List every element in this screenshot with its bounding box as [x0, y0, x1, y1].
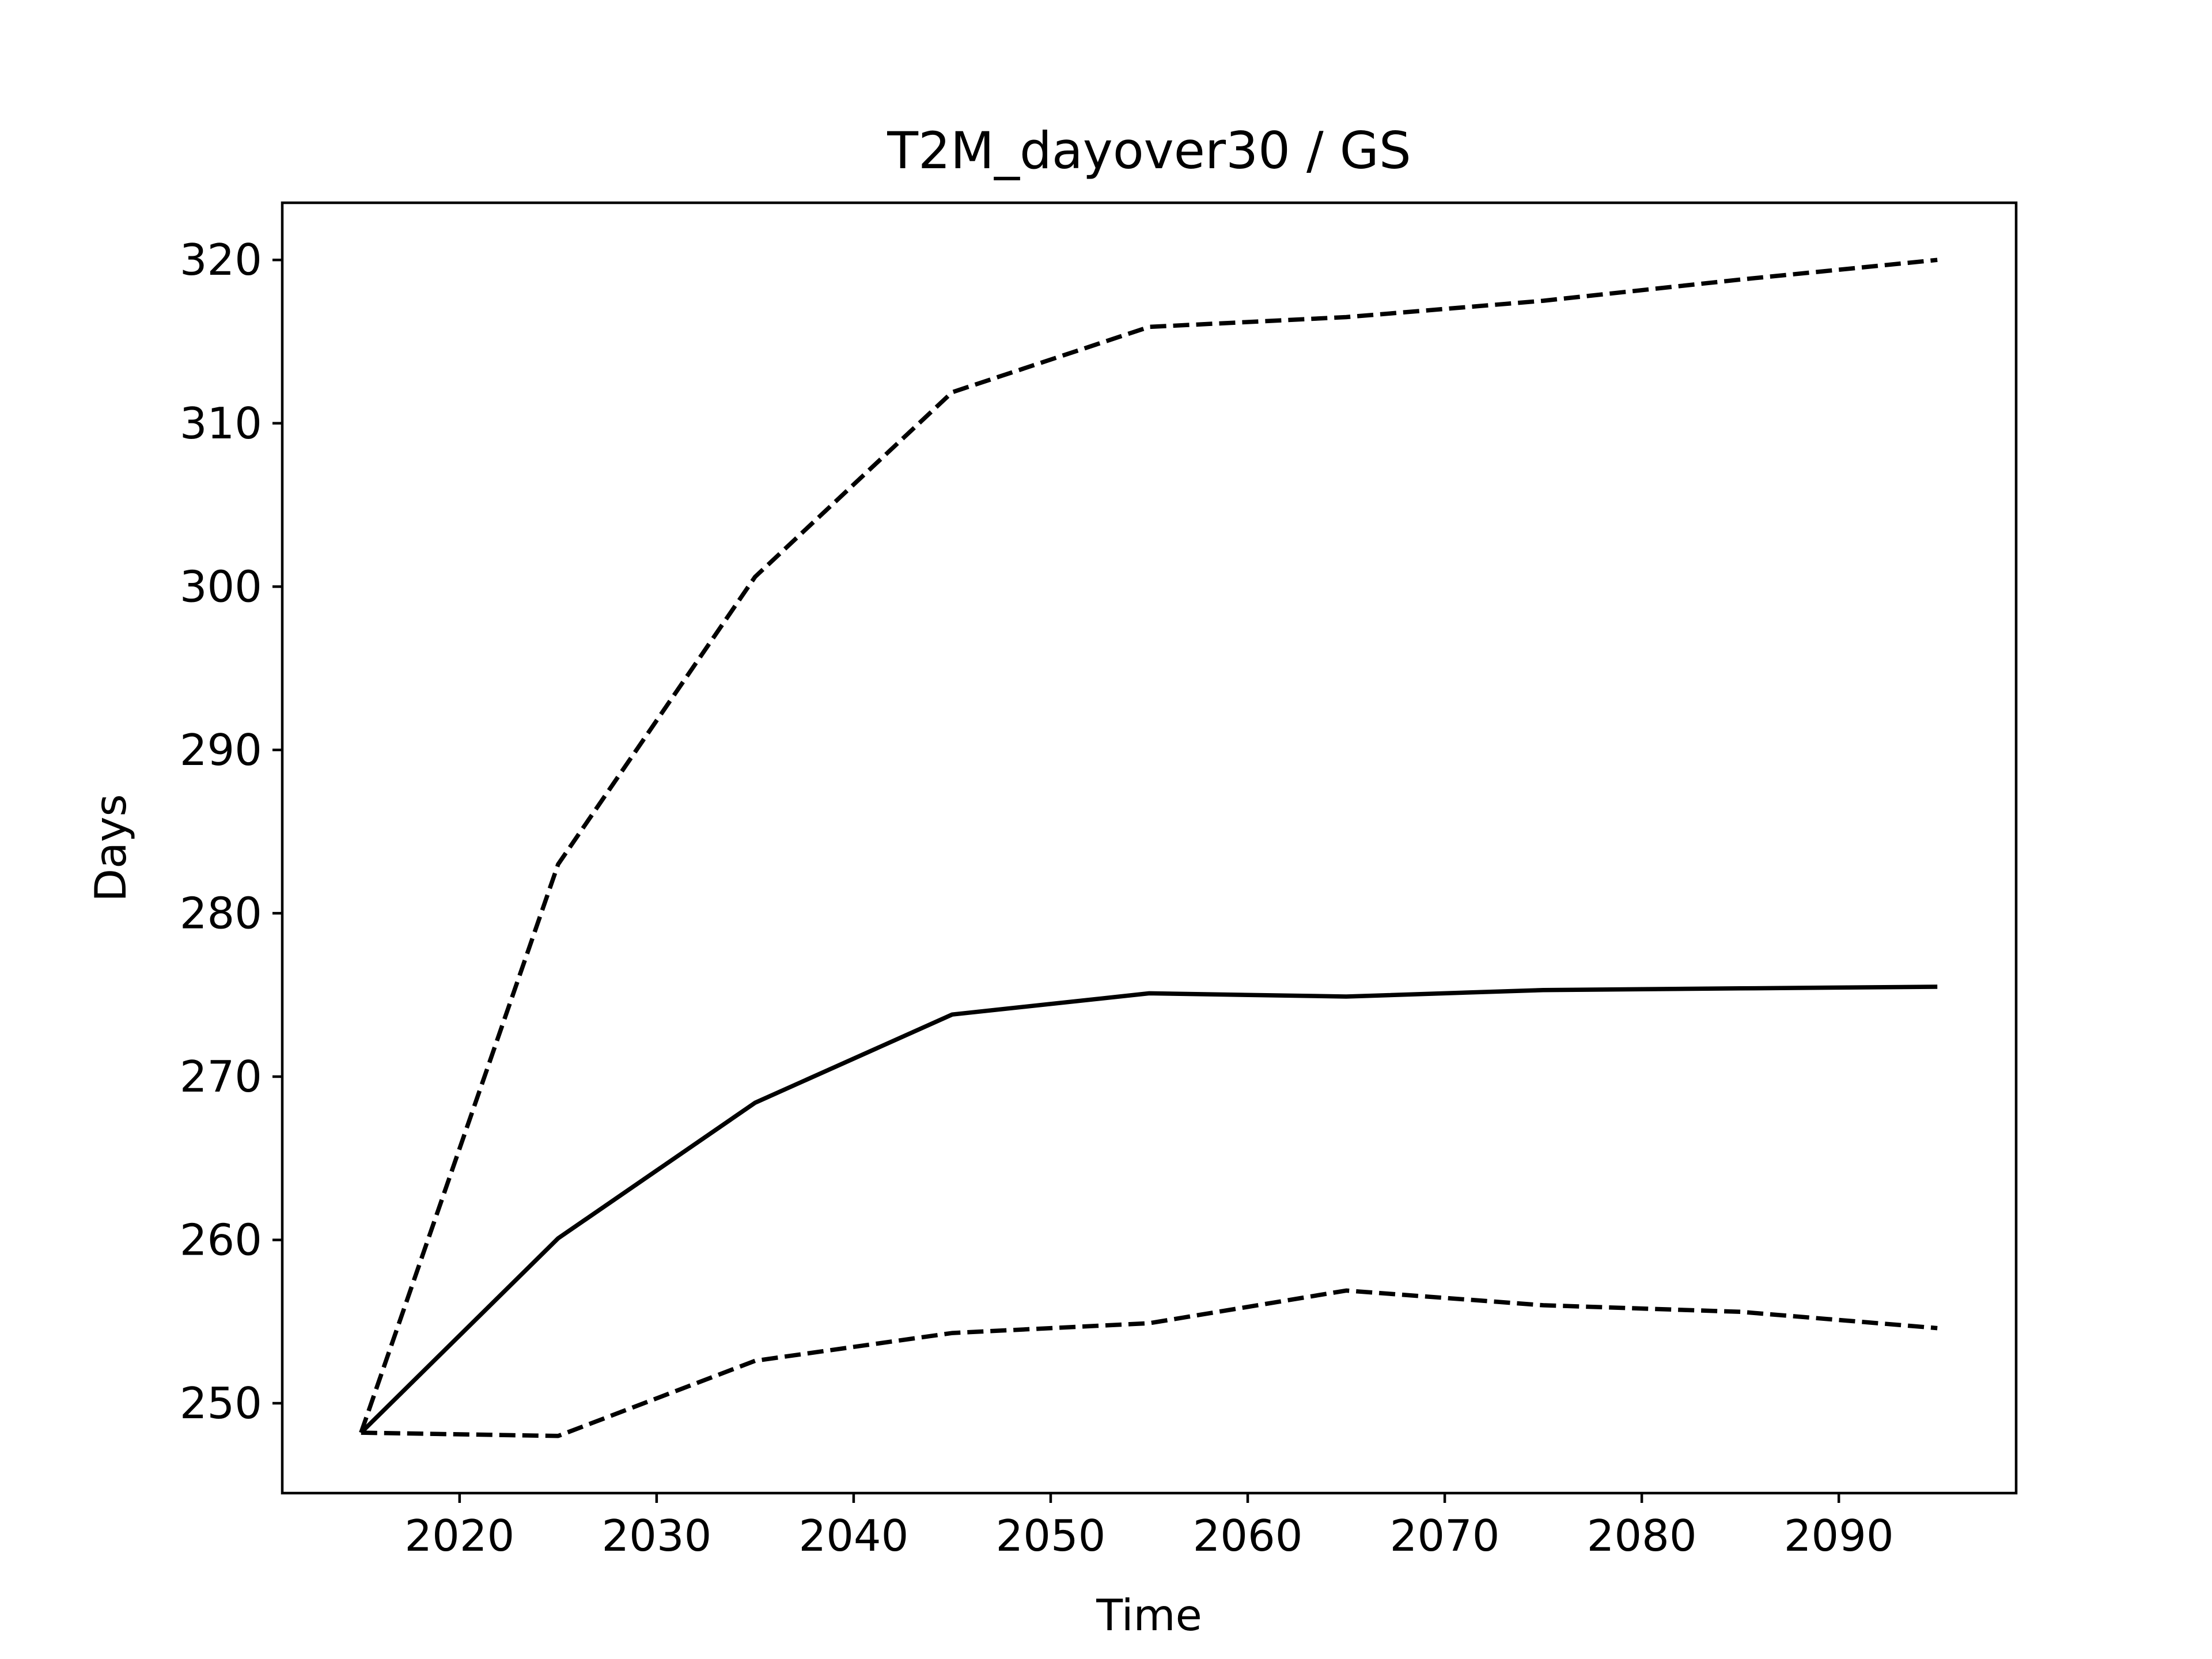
x-tick-label: 2060 — [1193, 1510, 1303, 1561]
x-axis-label: Time — [1096, 1590, 1202, 1641]
x-tick-label: 2070 — [1390, 1510, 1500, 1561]
x-tick-label: 2030 — [601, 1510, 711, 1561]
y-tick-label: 300 — [180, 561, 262, 612]
x-tick-label: 2020 — [404, 1510, 514, 1561]
chart-title: T2M_dayover30 / GS — [887, 121, 1411, 180]
y-tick-label: 270 — [180, 1051, 262, 1102]
y-tick-label: 280 — [180, 888, 262, 938]
y-tick-label: 290 — [180, 725, 262, 775]
y-tick-label: 310 — [180, 398, 262, 449]
series-line-2 — [359, 984, 1938, 1434]
x-axis: 2020 2030 2040 2050 2060 2070 2080 2090 — [404, 1493, 1894, 1561]
plot-area — [359, 257, 1938, 1438]
y-axis-label: Days — [85, 794, 136, 902]
y-tick-label: 250 — [180, 1378, 262, 1429]
series-line-3 — [361, 1288, 1938, 1438]
series-line-1 — [359, 257, 1938, 1434]
axes-frame — [281, 201, 2018, 1495]
x-tick-label: 2050 — [996, 1510, 1106, 1561]
x-tick-label: 2040 — [798, 1510, 908, 1561]
y-axis: 250 260 270 280 290 300 310 320 — [180, 234, 282, 1429]
y-tick-label: 320 — [180, 234, 262, 285]
x-tick-label: 2090 — [1784, 1510, 1894, 1561]
y-tick-label: 260 — [180, 1215, 262, 1266]
x-tick-label: 2080 — [1587, 1510, 1697, 1561]
